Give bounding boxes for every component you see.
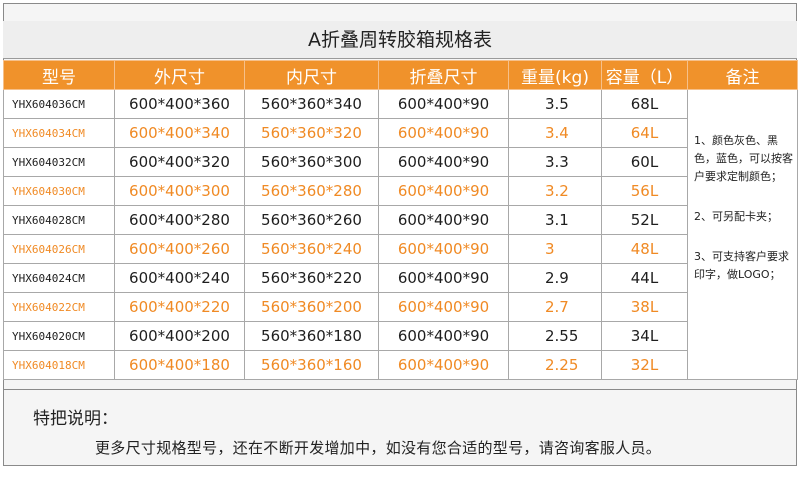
cell-capacity: 32L xyxy=(601,350,688,380)
cell-inner-size: 560*360*240 xyxy=(244,234,379,264)
cell-model: YHX604018CM xyxy=(3,350,115,380)
cell-folded-size: 600*400*90 xyxy=(378,118,509,148)
cell-weight: 3.3 xyxy=(508,147,602,177)
column-header-weight: 重量(kg) xyxy=(508,60,602,90)
column-header-model: 型号 xyxy=(3,60,115,90)
table-row: YHX604026CM 600*400*260 560*360*240 600*400… xyxy=(3,234,798,264)
table-row: YHX604034CM 600*400*340 560*360*320 600*400… xyxy=(3,118,798,148)
footer-text: 更多尺寸规格型号，还在不断开发增加中，如没有您合适的型号，请咨询客服人员。 xyxy=(95,439,662,457)
cell-model: YHX604026CM xyxy=(3,234,115,264)
table-row: YHX604036CM 600*400*360 560*360*340 600*400… xyxy=(3,89,798,380)
notes-cell: 1、颜色灰色、黑色，蓝色，可以按客户要求定制颜色； 2、可另配卡夹； 3、可支持客户… xyxy=(687,89,798,380)
column-header-folded-size: 折叠尺寸 xyxy=(378,60,509,90)
cell-inner-size: 560*360*320 xyxy=(244,118,379,148)
cell-capacity: 38L xyxy=(601,292,688,322)
cell-outer-size: 600*400*240 xyxy=(114,263,245,293)
cell-folded-size: 600*400*90 xyxy=(378,263,509,293)
cell-inner-size: 560*360*300 xyxy=(244,147,379,177)
footer-heading: 特把说明： xyxy=(33,409,118,429)
table-row: YHX604022CM 600*400*220 560*360*200 600*400… xyxy=(3,292,798,322)
cell-model: YHX604022CM xyxy=(3,292,115,322)
cell-capacity: 60L xyxy=(601,147,688,177)
cell-outer-size: 600*400*340 xyxy=(114,118,245,148)
column-header-inner-size: 内尺寸 xyxy=(244,60,379,90)
cell-outer-size: 600*400*300 xyxy=(114,176,245,206)
cell-folded-size: 600*400*90 xyxy=(378,234,509,264)
table-row: YHX604018CM 600*400*180 560*360*160 600*400… xyxy=(3,350,798,380)
cell-folded-size: 600*400*90 xyxy=(378,205,509,235)
cell-inner-size: 560*360*200 xyxy=(244,292,379,322)
cell-folded-size: 600*400*90 xyxy=(378,89,509,119)
cell-inner-size: 560*360*160 xyxy=(244,350,379,380)
cell-outer-size: 600*400*180 xyxy=(114,350,245,380)
cell-model: YHX604034CM xyxy=(3,118,115,148)
cell-outer-size: 600*400*260 xyxy=(114,234,245,264)
note-item: 2、可另配卡夹； xyxy=(694,210,778,223)
cell-weight: 2.25 xyxy=(508,350,602,380)
cell-outer-size: 600*400*320 xyxy=(114,147,245,177)
cell-model: YHX604036CM xyxy=(3,89,115,119)
cell-inner-size: 560*360*260 xyxy=(244,205,379,235)
cell-inner-size: 560*360*220 xyxy=(244,263,379,293)
cell-capacity: 44L xyxy=(601,263,688,293)
column-header-outer-size: 外尺寸 xyxy=(114,60,245,90)
cell-capacity: 68L xyxy=(601,89,688,119)
cell-weight: 3.2 xyxy=(508,176,602,206)
cell-model: YHX604020CM xyxy=(3,321,115,351)
column-header-notes: 备注 xyxy=(687,60,798,90)
cell-weight: 3 xyxy=(508,234,602,264)
table-header-row: 型号 外尺寸 内尺寸 折叠尺寸 重量(kg) 容量（L） 备注 xyxy=(3,60,798,90)
note-item: 3、可支持客户要求印字，做LOGO； xyxy=(694,250,789,281)
cell-inner-size: 560*360*180 xyxy=(244,321,379,351)
footer-notes: 特把说明： 更多尺寸规格型号，还在不断开发增加中，如没有您合适的型号，请咨询客服… xyxy=(3,389,797,466)
cell-capacity: 48L xyxy=(601,234,688,264)
note-item: 1、颜色灰色、黑色，蓝色，可以按客户要求定制颜色； xyxy=(694,134,793,183)
cell-outer-size: 600*400*360 xyxy=(114,89,245,119)
table-row: YHX604020CM 600*400*200 560*360*180 600*400… xyxy=(3,321,798,351)
cell-capacity: 52L xyxy=(601,205,688,235)
cell-weight: 3.1 xyxy=(508,205,602,235)
cell-weight: 2.55 xyxy=(508,321,602,351)
table-row: YHX604030CM 600*400*300 560*360*280 600*400… xyxy=(3,176,798,206)
page-title: A折叠周转胶箱规格表 xyxy=(3,21,797,59)
table-row: YHX604028CM 600*400*280 560*360*260 600*400… xyxy=(3,205,798,235)
cell-folded-size: 600*400*90 xyxy=(378,321,509,351)
cell-folded-size: 600*400*90 xyxy=(378,176,509,206)
column-header-capacity: 容量（L） xyxy=(601,60,688,90)
cell-folded-size: 600*400*90 xyxy=(378,147,509,177)
cell-model: YHX604032CM xyxy=(3,147,115,177)
cell-model: YHX604024CM xyxy=(3,263,115,293)
cell-weight: 3.5 xyxy=(508,89,602,119)
cell-model: YHX604028CM xyxy=(3,205,115,235)
cell-inner-size: 560*360*280 xyxy=(244,176,379,206)
cell-capacity: 34L xyxy=(601,321,688,351)
cell-outer-size: 600*400*200 xyxy=(114,321,245,351)
cell-outer-size: 600*400*280 xyxy=(114,205,245,235)
cell-capacity: 56L xyxy=(601,176,688,206)
cell-weight: 2.9 xyxy=(508,263,602,293)
table-row: YHX604024CM 600*400*240 560*360*220 600*400… xyxy=(3,263,798,293)
cell-inner-size: 560*360*340 xyxy=(244,89,379,119)
cell-outer-size: 600*400*220 xyxy=(114,292,245,322)
cell-folded-size: 600*400*90 xyxy=(378,292,509,322)
cell-capacity: 64L xyxy=(601,118,688,148)
cell-weight: 3.4 xyxy=(508,118,602,148)
cell-folded-size: 600*400*90 xyxy=(378,350,509,380)
spec-table: 型号 外尺寸 内尺寸 折叠尺寸 重量(kg) 容量（L） 备注 YHX60403… xyxy=(3,60,798,380)
table-row: YHX604032CM 600*400*320 560*360*300 600*400… xyxy=(3,147,798,177)
cell-model: YHX604030CM xyxy=(3,176,115,206)
cell-weight: 2.7 xyxy=(508,292,602,322)
